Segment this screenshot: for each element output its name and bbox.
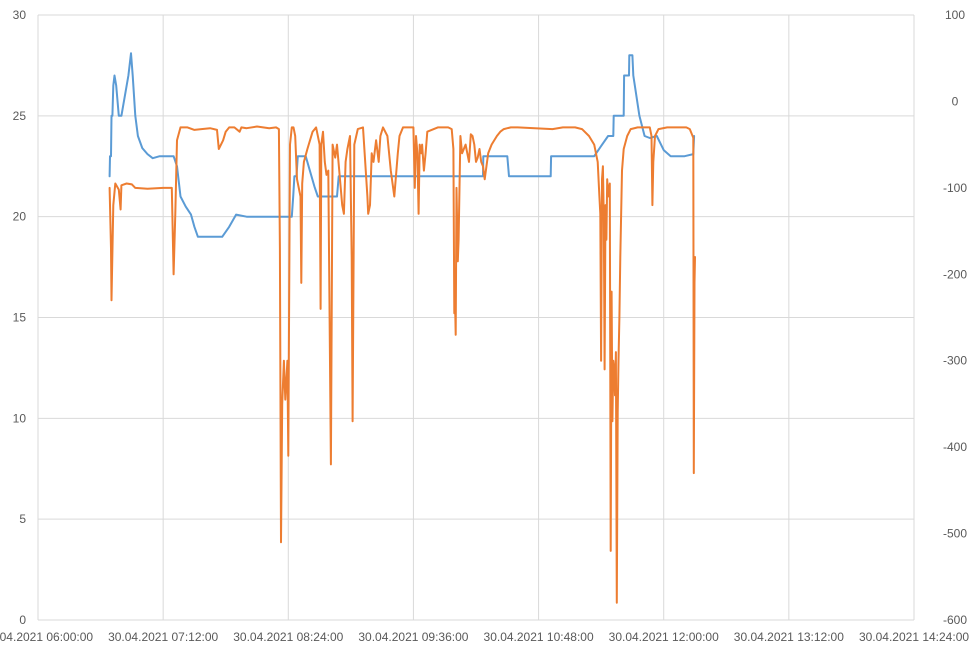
y2-tick-label-6: 0 (952, 94, 959, 108)
x-tick-label-4: 30.04.2021 10:48:00 (484, 630, 594, 644)
y-tick-label-1: 5 (19, 512, 26, 526)
y-tick-label-0: 0 (19, 613, 26, 627)
y2-tick-label-0: -600 (943, 613, 967, 627)
chart-series (108, 52, 696, 604)
x-tick-label-5: 30.04.2021 12:00:00 (609, 630, 719, 644)
y2-tick-label-7: 100 (945, 8, 965, 22)
y2-tick-label-1: -500 (943, 527, 967, 541)
x-tick-label-3: 30.04.2021 09:36:00 (358, 630, 468, 644)
x-tick-label-0: 30.04.2021 06:00:00 (0, 630, 93, 644)
right-axis-tick-labels: -600 -500 -400 -300 -200 -100 0 100 (943, 8, 967, 627)
y2-tick-label-3: -300 (943, 354, 967, 368)
series-line-1 (108, 52, 696, 238)
x-axis-tick-labels: 30.04.2021 06:00:00 30.04.2021 07:12:00 30… (0, 630, 969, 644)
y-tick-label-5: 25 (13, 109, 27, 123)
y-tick-label-2: 10 (13, 411, 27, 425)
series-line-2 (108, 125, 696, 604)
y2-tick-label-5: -100 (943, 181, 967, 195)
y-tick-label-3: 15 (13, 311, 27, 325)
left-axis-tick-labels: 0 5 10 15 20 25 30 (13, 8, 27, 627)
x-tick-label-1: 30.04.2021 07:12:00 (108, 630, 218, 644)
x-tick-label-6: 30.04.2021 13:12:00 (734, 630, 844, 644)
y-tick-label-4: 20 (13, 210, 27, 224)
y2-tick-label-4: -200 (943, 267, 967, 281)
y2-tick-label-2: -400 (943, 440, 967, 454)
y-tick-label-6: 30 (13, 8, 27, 22)
x-tick-label-7: 30.04.2021 14:24:00 (859, 630, 969, 644)
chart-gridlines (37, 14, 915, 621)
x-tick-label-2: 30.04.2021 08:24:00 (233, 630, 343, 644)
